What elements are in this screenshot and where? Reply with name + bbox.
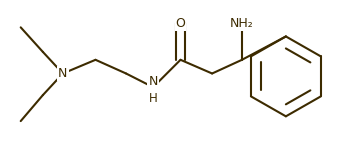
Text: O: O [176,16,185,30]
Text: H: H [149,92,158,105]
Text: NH₂: NH₂ [230,16,254,30]
Text: N: N [58,67,68,80]
Text: N: N [148,75,158,88]
